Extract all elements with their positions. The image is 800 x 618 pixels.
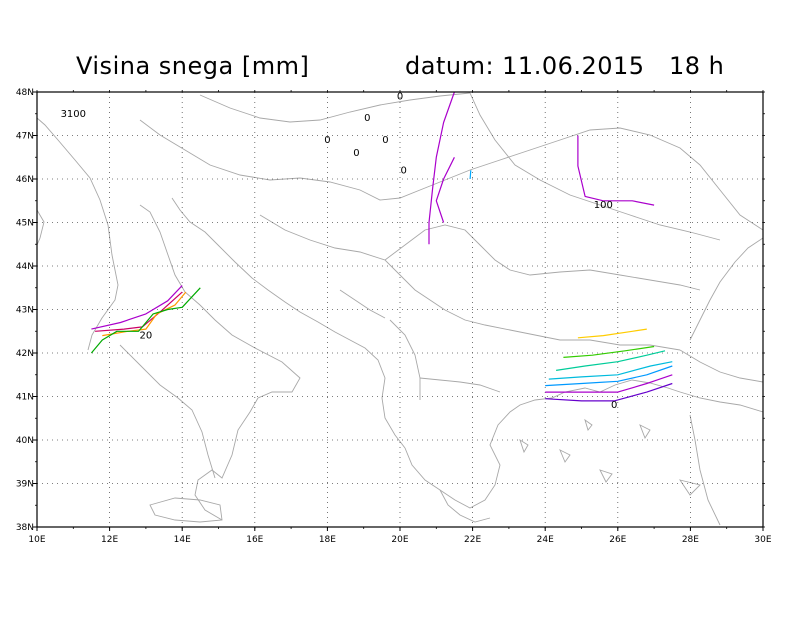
x-tick-label: 26E (609, 535, 626, 545)
contour-line (469, 170, 472, 180)
x-tick-label: 14E (174, 535, 191, 545)
x-tick-label: 28E (682, 535, 699, 545)
lat-lon-grid (37, 92, 763, 527)
contour-line (577, 328, 647, 339)
contour-label: 0 (364, 113, 370, 124)
y-tick-label: 41N (16, 393, 34, 403)
x-tick-label: 12E (101, 535, 118, 545)
snow-contours (90, 91, 673, 402)
contour-label: 20 (140, 331, 153, 342)
y-tick-label: 39N (16, 480, 34, 490)
x-tick-label: 30E (754, 535, 771, 545)
contour-line (545, 374, 673, 393)
x-tick-label: 16E (246, 535, 263, 545)
y-axis-ticks: 48N 47N 46N 45N 44N 43N 42N 41N 40N 39N 38N (16, 88, 765, 533)
contour-line (563, 345, 655, 358)
contour-line (545, 382, 673, 402)
contour-label: 0 (397, 91, 403, 102)
contour-label: 100 (594, 200, 613, 211)
y-tick-label: 42N (16, 349, 34, 359)
contour-label: 0 (353, 148, 359, 159)
contour-label: 3100 (61, 109, 86, 120)
contour-line (556, 350, 666, 371)
coastlines (36, 92, 764, 526)
y-tick-label: 44N (16, 262, 34, 272)
x-tick-label: 18E (319, 535, 336, 545)
y-tick-label: 40N (16, 436, 34, 446)
y-tick-label: 45N (16, 219, 34, 229)
map-date: datum: 11.06.2015 18 h (405, 52, 725, 80)
y-tick-label: 47N (16, 132, 34, 142)
contour-line (102, 291, 187, 337)
y-tick-label: 38N (16, 523, 34, 533)
contour-label: 0 (382, 135, 388, 146)
x-axis-ticks: 10E 12E 14E 16E 18E 20E 22E 24E 26E 28E 30E (28, 90, 772, 545)
y-tick-label: 48N (16, 88, 34, 98)
contour-line (428, 91, 455, 245)
contour-line (90, 287, 201, 354)
x-tick-label: 22E (464, 535, 481, 545)
contour-line (435, 157, 455, 223)
contour-line (548, 361, 673, 380)
map-title: Visina snega [mm] (76, 52, 310, 80)
contour-label: 0 (611, 400, 617, 411)
y-tick-label: 46N (16, 175, 34, 185)
contour-label: 0 (324, 135, 330, 146)
contour-line (545, 365, 673, 387)
x-tick-label: 10E (28, 535, 45, 545)
x-tick-label: 24E (537, 535, 554, 545)
contour-line (577, 135, 655, 206)
contour-label: 0 (400, 165, 406, 176)
y-tick-label: 43N (16, 306, 34, 316)
x-tick-label: 20E (391, 535, 408, 545)
contour-line (91, 285, 183, 330)
